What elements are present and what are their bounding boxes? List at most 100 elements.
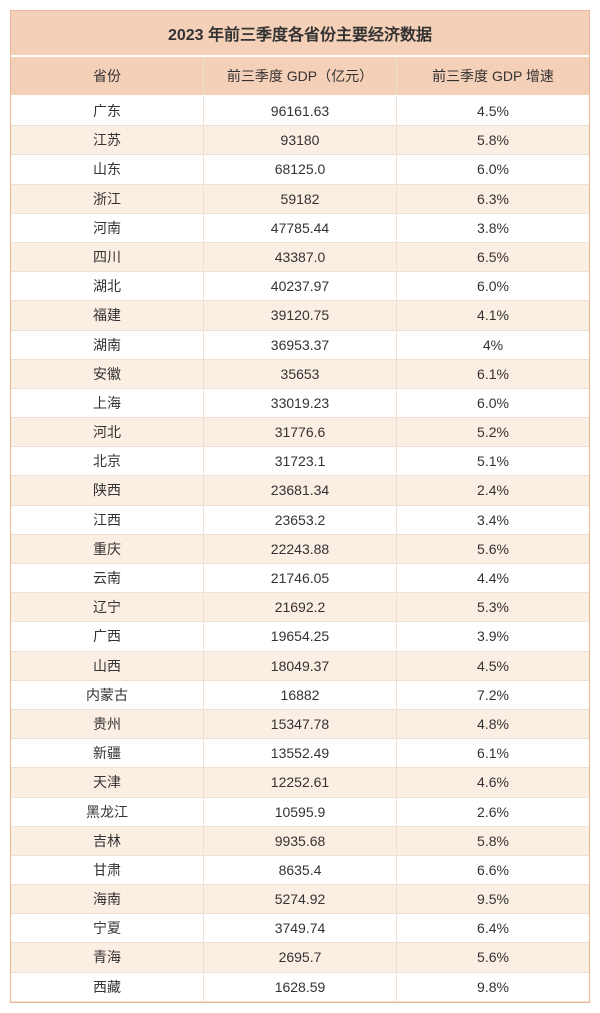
cell-gdp: 39120.75: [204, 301, 397, 329]
cell-growth: 3.9%: [397, 622, 589, 650]
cell-growth: 4%: [397, 331, 589, 359]
cell-province: 宁夏: [11, 914, 204, 942]
cell-province: 湖南: [11, 331, 204, 359]
cell-province: 河南: [11, 214, 204, 242]
cell-growth: 6.1%: [397, 360, 589, 388]
cell-gdp: 15347.78: [204, 710, 397, 738]
cell-province: 江西: [11, 506, 204, 534]
table-header-row: 省份 前三季度 GDP（亿元） 前三季度 GDP 增速: [11, 57, 589, 97]
table-row: 江西23653.23.4%: [11, 506, 589, 535]
table-title: 2023 年前三季度各省份主要经济数据: [11, 11, 589, 57]
cell-gdp: 3749.74: [204, 914, 397, 942]
table-row: 福建39120.754.1%: [11, 301, 589, 330]
cell-growth: 6.6%: [397, 856, 589, 884]
cell-province: 上海: [11, 389, 204, 417]
table-row: 天津12252.614.6%: [11, 768, 589, 797]
table-row: 河南47785.443.8%: [11, 214, 589, 243]
cell-gdp: 10595.9: [204, 798, 397, 826]
cell-gdp: 31776.6: [204, 418, 397, 446]
cell-gdp: 12252.61: [204, 768, 397, 796]
cell-gdp: 96161.63: [204, 97, 397, 125]
cell-province: 云南: [11, 564, 204, 592]
table-row: 四川43387.06.5%: [11, 243, 589, 272]
table-row: 甘肃8635.46.6%: [11, 856, 589, 885]
cell-province: 辽宁: [11, 593, 204, 621]
cell-growth: 5.2%: [397, 418, 589, 446]
cell-gdp: 68125.0: [204, 155, 397, 183]
cell-province: 甘肃: [11, 856, 204, 884]
cell-growth: 6.0%: [397, 389, 589, 417]
cell-province: 湖北: [11, 272, 204, 300]
table-row: 北京31723.15.1%: [11, 447, 589, 476]
cell-growth: 3.4%: [397, 506, 589, 534]
table-row: 湖北40237.976.0%: [11, 272, 589, 301]
cell-growth: 5.1%: [397, 447, 589, 475]
col-province: 省份: [11, 57, 204, 95]
table-row: 内蒙古168827.2%: [11, 681, 589, 710]
cell-gdp: 35653: [204, 360, 397, 388]
table-row: 新疆13552.496.1%: [11, 739, 589, 768]
table-row: 江苏931805.8%: [11, 126, 589, 155]
table-row: 青海2695.75.6%: [11, 943, 589, 972]
cell-growth: 6.3%: [397, 185, 589, 213]
cell-gdp: 8635.4: [204, 856, 397, 884]
cell-growth: 5.6%: [397, 943, 589, 971]
cell-growth: 4.6%: [397, 768, 589, 796]
cell-province: 西藏: [11, 973, 204, 1001]
table-row: 广西19654.253.9%: [11, 622, 589, 651]
cell-province: 广西: [11, 622, 204, 650]
table-row: 山西18049.374.5%: [11, 652, 589, 681]
cell-province: 安徽: [11, 360, 204, 388]
cell-growth: 4.5%: [397, 97, 589, 125]
cell-gdp: 36953.37: [204, 331, 397, 359]
table-row: 陕西23681.342.4%: [11, 476, 589, 505]
cell-growth: 6.0%: [397, 272, 589, 300]
cell-province: 贵州: [11, 710, 204, 738]
cell-growth: 6.5%: [397, 243, 589, 271]
cell-province: 青海: [11, 943, 204, 971]
table-row: 西藏1628.599.8%: [11, 973, 589, 1002]
table-row: 海南5274.929.5%: [11, 885, 589, 914]
cell-province: 河北: [11, 418, 204, 446]
cell-province: 浙江: [11, 185, 204, 213]
cell-province: 山东: [11, 155, 204, 183]
cell-growth: 2.4%: [397, 476, 589, 504]
table-row: 河北31776.65.2%: [11, 418, 589, 447]
cell-gdp: 43387.0: [204, 243, 397, 271]
cell-growth: 5.8%: [397, 827, 589, 855]
cell-gdp: 21746.05: [204, 564, 397, 592]
cell-gdp: 19654.25: [204, 622, 397, 650]
table-body: 广东96161.634.5%江苏931805.8%山东68125.06.0%浙江…: [11, 97, 589, 1002]
table-row: 黑龙江10595.92.6%: [11, 798, 589, 827]
cell-growth: 4.8%: [397, 710, 589, 738]
cell-gdp: 59182: [204, 185, 397, 213]
cell-province: 内蒙古: [11, 681, 204, 709]
table-row: 湖南36953.374%: [11, 331, 589, 360]
cell-province: 吉林: [11, 827, 204, 855]
cell-gdp: 93180: [204, 126, 397, 154]
cell-province: 山西: [11, 652, 204, 680]
table-row: 浙江591826.3%: [11, 185, 589, 214]
cell-gdp: 23681.34: [204, 476, 397, 504]
cell-gdp: 47785.44: [204, 214, 397, 242]
cell-province: 新疆: [11, 739, 204, 767]
cell-growth: 6.1%: [397, 739, 589, 767]
cell-gdp: 18049.37: [204, 652, 397, 680]
table-row: 重庆22243.885.6%: [11, 535, 589, 564]
cell-province: 天津: [11, 768, 204, 796]
cell-gdp: 22243.88: [204, 535, 397, 563]
cell-province: 黑龙江: [11, 798, 204, 826]
economic-data-table: 2023 年前三季度各省份主要经济数据 省份 前三季度 GDP（亿元） 前三季度…: [10, 10, 590, 1003]
cell-province: 海南: [11, 885, 204, 913]
cell-province: 四川: [11, 243, 204, 271]
cell-growth: 4.5%: [397, 652, 589, 680]
col-growth: 前三季度 GDP 增速: [397, 57, 589, 95]
cell-growth: 5.8%: [397, 126, 589, 154]
cell-province: 福建: [11, 301, 204, 329]
cell-growth: 7.2%: [397, 681, 589, 709]
cell-gdp: 1628.59: [204, 973, 397, 1001]
cell-gdp: 31723.1: [204, 447, 397, 475]
cell-growth: 2.6%: [397, 798, 589, 826]
cell-growth: 9.5%: [397, 885, 589, 913]
cell-gdp: 21692.2: [204, 593, 397, 621]
